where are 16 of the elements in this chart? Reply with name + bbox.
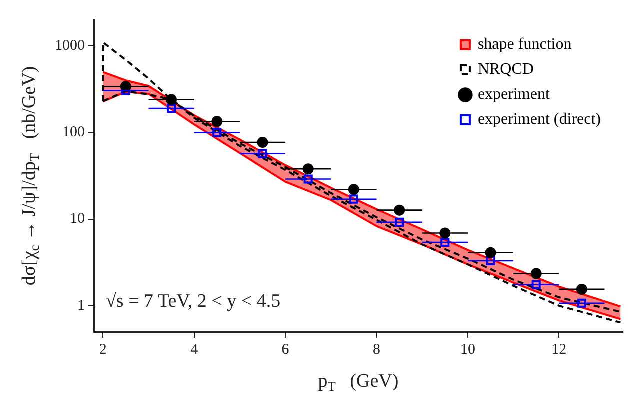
x-tick-label: 6 — [282, 342, 290, 358]
x-tick-label: 12 — [552, 342, 567, 358]
x-tick-label: 10 — [460, 342, 476, 358]
y-axis-title: dσ[χc → J/ψ]/dpT (nb/GeV) — [18, 66, 42, 286]
y-tick-label: 1000 — [55, 38, 85, 54]
legend-label: NRQCD — [478, 61, 534, 78]
legend-label: experiment (direct) — [478, 111, 601, 128]
x-tick-label: 8 — [372, 342, 380, 358]
legend-label: experiment — [478, 86, 550, 104]
annotation: √s = 7 TeV, 2 < y < 4.5 — [106, 290, 281, 312]
legend-label: shape function — [478, 36, 572, 54]
y-tick-label: 10 — [70, 211, 85, 228]
y-tick-label: 100 — [62, 124, 85, 141]
x-tick-label: 4 — [190, 342, 199, 358]
x-tick-label: 2 — [99, 342, 107, 358]
y-tick-label: 1 — [78, 298, 85, 314]
